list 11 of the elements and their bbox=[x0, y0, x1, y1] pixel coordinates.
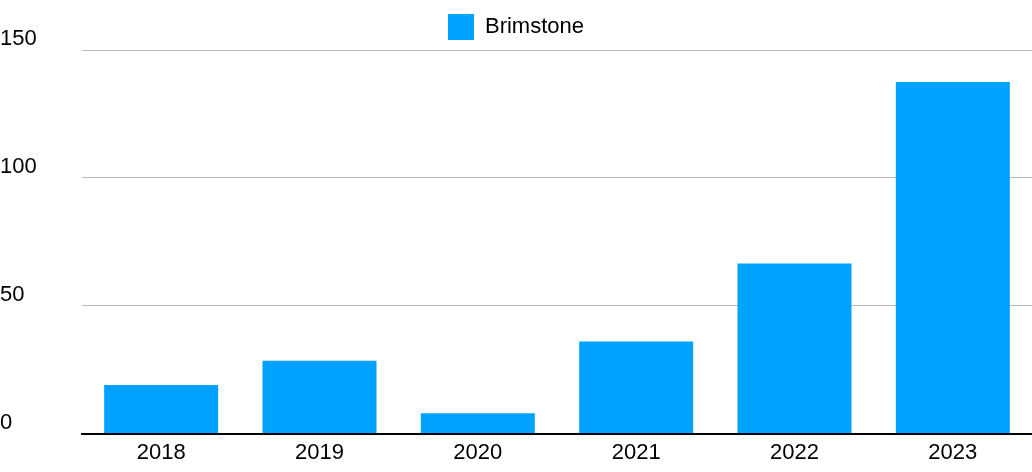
y-tick-label: 100 bbox=[0, 152, 37, 178]
x-tick-label: 2019 bbox=[295, 438, 344, 464]
x-tick-label: 2021 bbox=[611, 438, 661, 464]
y-tick-label: 0 bbox=[0, 408, 13, 434]
y-tick-label: 50 bbox=[0, 280, 25, 306]
x-tick-label: 2018 bbox=[136, 438, 186, 464]
x-tick-label: 2020 bbox=[453, 438, 503, 464]
legend-label: Brimstone bbox=[484, 13, 585, 39]
x-tick-label: 2023 bbox=[928, 438, 978, 464]
y-tick-label: 150 bbox=[0, 25, 37, 51]
x-tick-label: 2022 bbox=[770, 438, 819, 464]
